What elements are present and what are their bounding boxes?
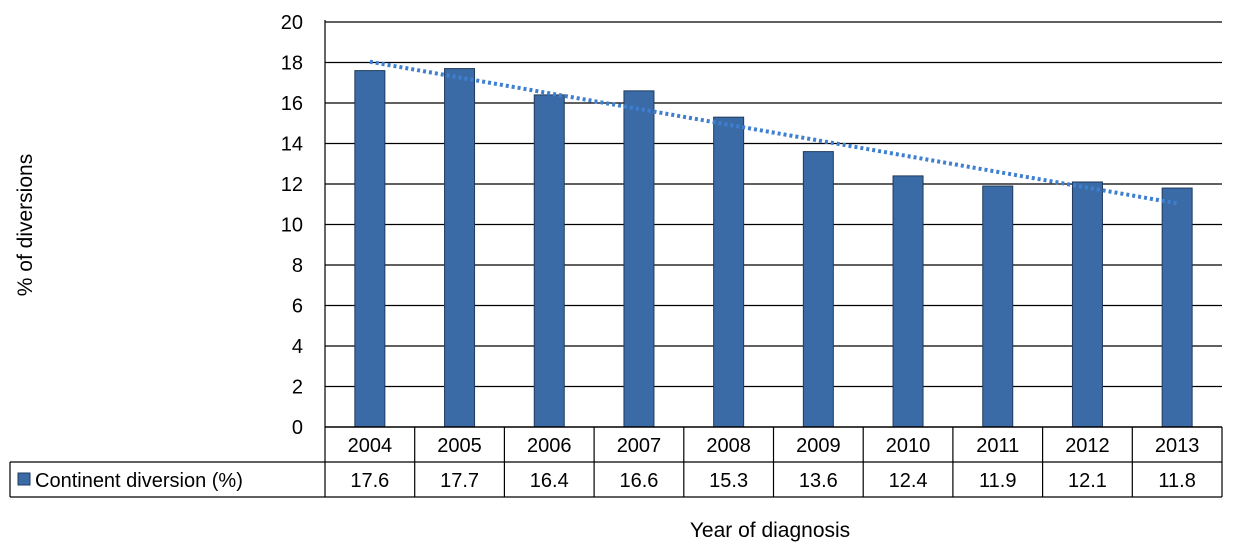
- data-label: 11.9: [979, 470, 1016, 492]
- x-tick-label: 2006: [527, 435, 572, 457]
- data-label: 12.4: [889, 470, 928, 492]
- bar: [444, 68, 476, 428]
- y-tick-label: 20: [281, 12, 303, 34]
- data-label: 17.6: [350, 470, 389, 492]
- y-tick-label: 12: [281, 174, 303, 196]
- data-label: 11.8: [1158, 470, 1195, 492]
- bar: [713, 116, 745, 428]
- legend-label: Continent diversion (%): [35, 470, 243, 492]
- y-tick-label: 4: [292, 336, 303, 358]
- y-tick-label: 8: [292, 255, 303, 277]
- y-tick-label: 0: [292, 417, 303, 439]
- legend-swatch: [17, 472, 31, 486]
- x-tick-label: 2008: [706, 435, 751, 457]
- bar: [802, 151, 834, 428]
- x-tick-label: 2005: [437, 435, 482, 457]
- bar: [1071, 181, 1103, 428]
- y-tick-label: 16: [281, 93, 303, 115]
- x-tick-label: 2007: [617, 435, 662, 457]
- bars: [354, 68, 1193, 428]
- x-tick-label: 2009: [796, 435, 841, 457]
- trendline: [369, 59, 1178, 206]
- y-tick-label: 14: [281, 134, 303, 156]
- y-tick-label: 18: [281, 53, 303, 75]
- data-label: 17.7: [440, 470, 479, 492]
- bar: [533, 94, 565, 428]
- data-label: 15.3: [709, 470, 748, 492]
- bar: [982, 185, 1014, 428]
- x-axis-label: Year of diagnosis: [690, 519, 850, 542]
- x-tick-label: 2011: [976, 435, 1019, 457]
- y-tick-label: 6: [292, 296, 303, 318]
- y-tick-label: 2: [292, 377, 303, 399]
- data-table: 2004 2005 2006 2007 2008 2009 2010 2011 2012 2013…: [9, 20, 1223, 498]
- y-axis-label: % of diversions: [14, 154, 37, 296]
- data-label: 16.6: [619, 470, 658, 492]
- bar: [1161, 187, 1193, 428]
- data-label: 16.4: [530, 470, 569, 492]
- y-tick-label: 10: [281, 215, 303, 237]
- bar: [892, 175, 924, 428]
- data-label: 12.1: [1068, 470, 1107, 492]
- bar: [623, 90, 655, 428]
- y-axis-ticks: 0 2 4 6 8 10 12 14 16 18 20: [281, 12, 303, 439]
- x-tick-label: 2004: [348, 435, 393, 457]
- data-label: 13.6: [799, 470, 838, 492]
- trendline-group: [369, 59, 1178, 206]
- bar: [354, 70, 386, 428]
- x-tick-label: 2012: [1065, 435, 1110, 457]
- x-tick-label: 2010: [886, 435, 931, 457]
- x-tick-label: 2013: [1155, 435, 1200, 457]
